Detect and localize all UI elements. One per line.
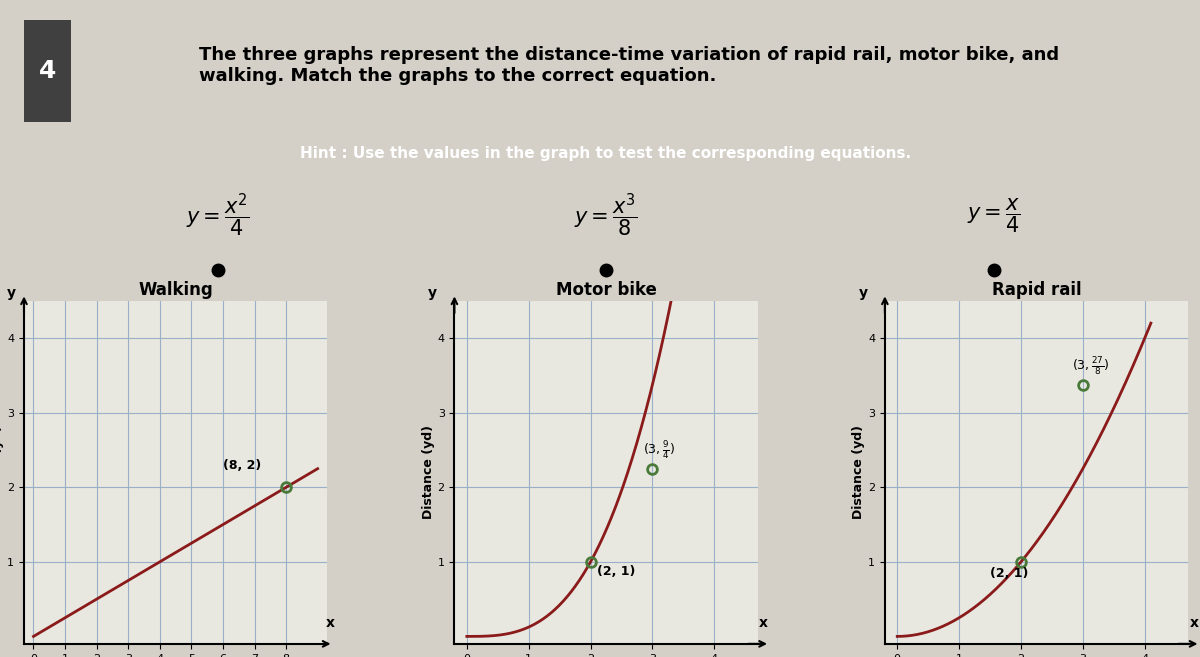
Text: y: y <box>7 286 16 300</box>
Text: Hint : Use the values in the graph to test the corresponding equations.: Hint : Use the values in the graph to te… <box>300 146 912 161</box>
Text: x: x <box>1189 616 1199 631</box>
Title: Rapid rail: Rapid rail <box>991 281 1081 300</box>
Text: 4: 4 <box>38 59 56 83</box>
Text: x: x <box>760 616 768 631</box>
Text: $(3, \frac{9}{4})$: $(3, \frac{9}{4})$ <box>643 440 676 461</box>
Text: The three graphs represent the distance-time variation of rapid rail, motor bike: The three graphs represent the distance-… <box>199 47 1060 85</box>
Text: $y = \dfrac{x^3}{8}$: $y = \dfrac{x^3}{8}$ <box>574 192 638 239</box>
Title: Motor bike: Motor bike <box>556 281 656 300</box>
Title: Walking: Walking <box>138 281 212 300</box>
Text: y: y <box>428 286 437 300</box>
Y-axis label: Distance (yd): Distance (yd) <box>0 425 5 520</box>
Text: (2, 1): (2, 1) <box>990 567 1028 579</box>
Text: y: y <box>859 286 868 300</box>
Text: $(3, \frac{27}{8})$: $(3, \frac{27}{8})$ <box>1072 355 1110 377</box>
Text: x: x <box>325 616 335 631</box>
Bar <box>24 20 71 122</box>
Y-axis label: Distance (yd): Distance (yd) <box>422 425 434 520</box>
Text: (8, 2): (8, 2) <box>223 459 262 472</box>
Y-axis label: Distance (yd): Distance (yd) <box>852 425 865 520</box>
Text: $y = \dfrac{x}{4}$: $y = \dfrac{x}{4}$ <box>967 196 1021 235</box>
Text: $y = \dfrac{x^2}{4}$: $y = \dfrac{x^2}{4}$ <box>186 192 250 239</box>
Text: (2, 1): (2, 1) <box>596 565 635 578</box>
